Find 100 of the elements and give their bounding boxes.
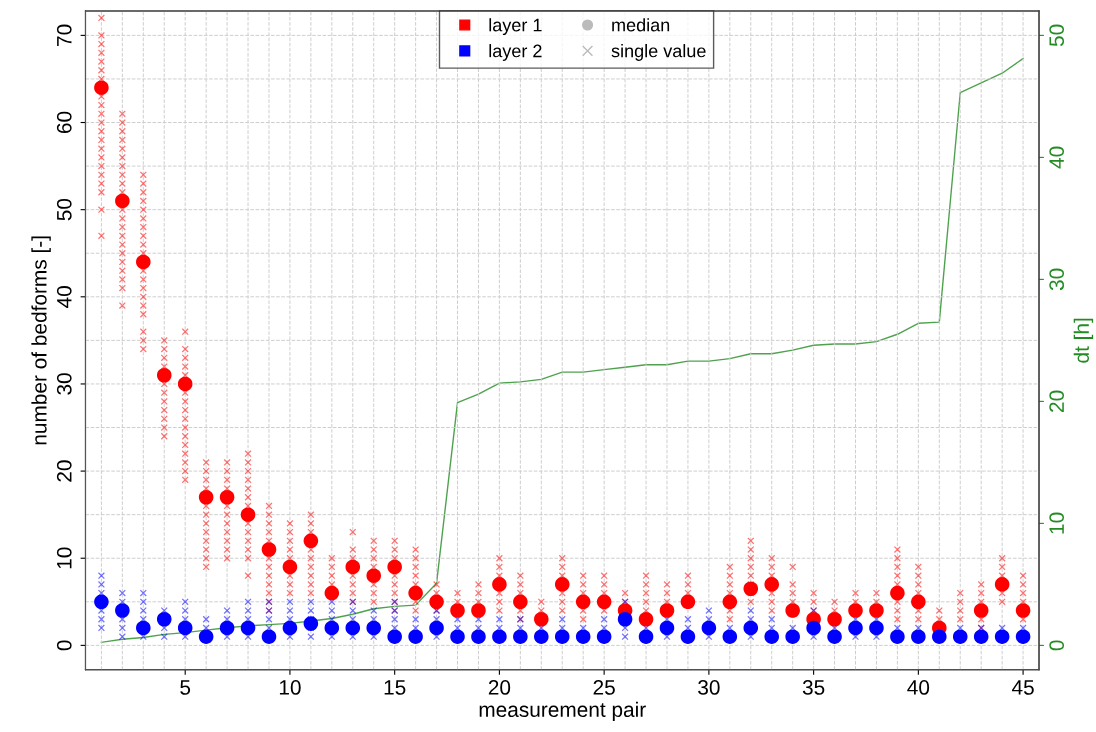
point [366,568,382,583]
point [115,603,130,618]
point [513,594,528,610]
point [387,629,402,644]
point [575,594,591,610]
point [722,629,738,644]
point [932,629,947,644]
x-axis-title: measurement pair [479,701,646,722]
y2-tick-label: 10 [1049,512,1065,534]
point [136,254,151,270]
point [680,594,696,610]
y-tick-label: 10 [56,547,72,569]
point [429,620,444,636]
point [387,559,402,575]
point [219,620,235,636]
point [701,620,717,636]
x-tick-label: 35 [802,680,825,695]
annotation: median [612,18,670,32]
point [303,533,319,549]
point [869,603,884,618]
point [366,620,382,636]
point [240,620,256,636]
point [177,376,193,392]
point [952,629,968,644]
point [429,594,444,610]
y-axis-title: number of bedforms [-] [31,236,51,445]
point [554,577,570,592]
point [785,629,800,644]
x-tick-label: 20 [488,680,511,695]
point [136,620,151,636]
y2-tick-label: 40 [1049,146,1065,169]
point [596,629,612,644]
point [680,629,696,644]
point [534,611,549,627]
point [994,577,1010,592]
point [324,620,340,636]
y-tick-label: 20 [56,460,72,482]
point [764,629,779,644]
y-tick-label: 50 [56,198,72,221]
point [827,611,842,627]
point [848,603,863,618]
point [492,629,507,644]
point [177,620,193,636]
point [303,616,319,631]
point [743,581,759,597]
point [408,585,423,601]
point [994,629,1010,644]
legend-label: layer 1 [489,18,542,36]
x-tick-label: 5 [180,680,191,695]
point [471,603,486,618]
y2-tick-label: 0 [1049,640,1065,651]
point [324,585,340,601]
point [219,489,235,505]
point [156,611,172,627]
point [156,367,172,383]
point [282,559,298,575]
point [240,507,256,522]
x-tick-label: 40 [907,680,930,695]
point [743,620,759,636]
y2-axis-title: dt [h] [1073,318,1094,363]
y-tick-label: 40 [56,286,72,308]
legend-label: layer 2 [489,44,542,61]
point [911,629,926,644]
point [596,594,612,610]
point [659,620,675,636]
point [115,193,130,209]
y-tick-label: 30 [56,373,72,395]
point [94,594,109,610]
point [471,629,486,644]
point [345,620,361,636]
x-tick-label: 30 [698,680,720,695]
point [848,620,863,636]
point [534,629,549,644]
point [198,629,214,644]
point [890,629,905,644]
point [785,603,800,618]
y-tick-label: 0 [56,640,72,651]
point [345,559,361,575]
point [492,577,507,592]
point [1015,603,1031,618]
point [764,577,779,592]
point [617,611,633,627]
y2-tick-label: 20 [1049,390,1065,412]
point [94,80,109,95]
point [1015,629,1031,644]
point [554,629,570,644]
point [408,629,423,644]
point [198,489,214,505]
point [973,629,989,644]
y2-tick-label: 50 [1049,24,1065,47]
point [806,620,821,636]
point [575,629,591,644]
point [450,603,465,618]
point [261,542,277,557]
point [890,585,905,601]
y-tick-label: 60 [56,111,72,134]
y2-tick-label: 30 [1049,268,1065,291]
point [282,620,298,636]
point [450,629,465,644]
point [722,594,738,610]
